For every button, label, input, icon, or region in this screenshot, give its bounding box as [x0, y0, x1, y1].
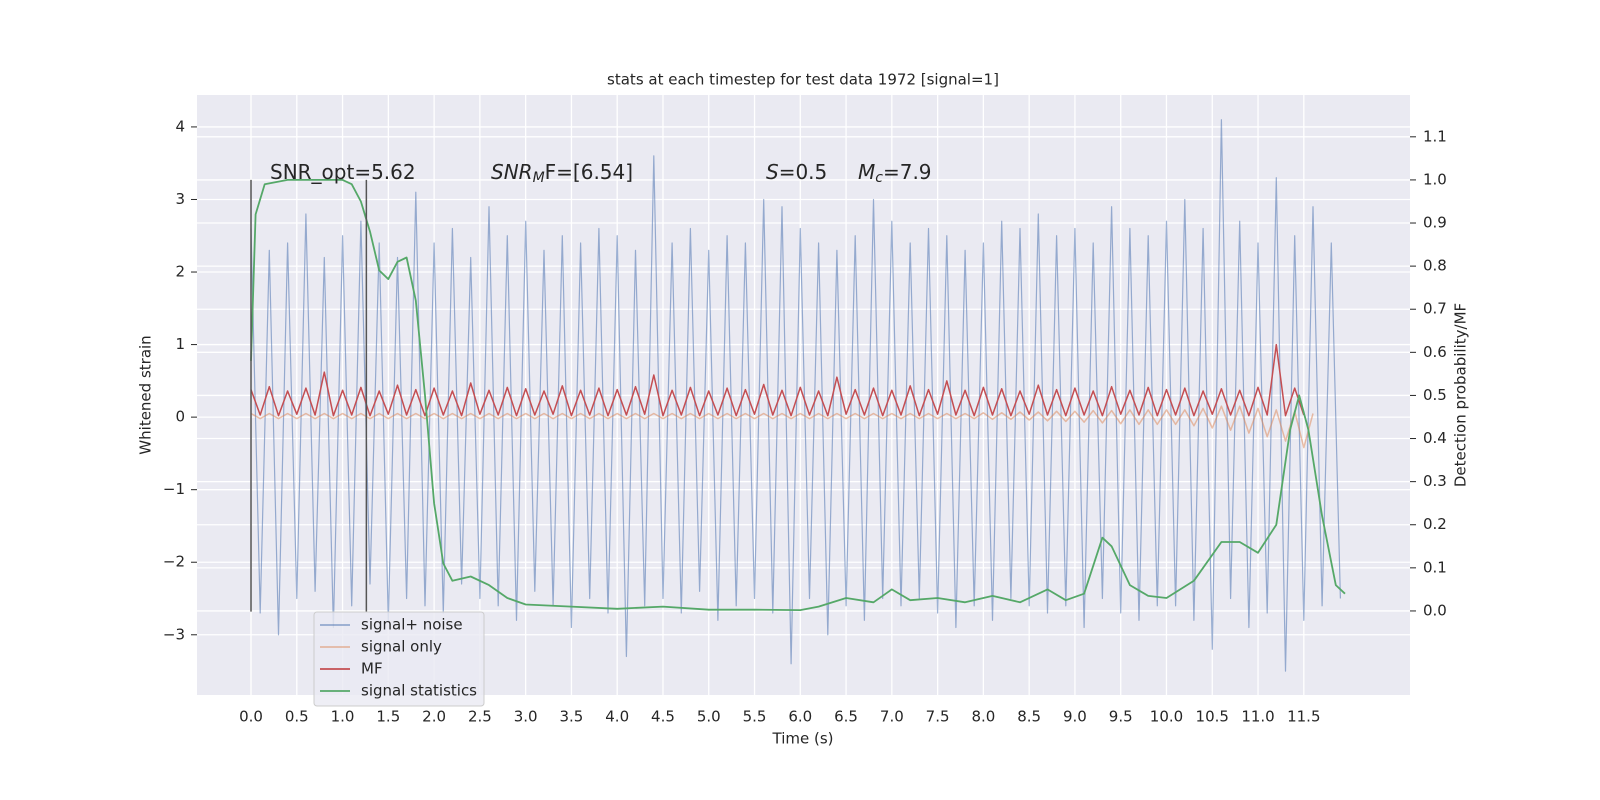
x-axis-label: Time (s) [772, 730, 834, 748]
x-tick-label: 3.5 [559, 708, 583, 726]
y2-tick-label: 0.3 [1423, 472, 1447, 490]
y-tick-label: 2 [175, 263, 185, 281]
annotation-text: =7.9 [883, 160, 932, 184]
x-tick-label: 1.5 [376, 708, 400, 726]
x-tick-label: 2.0 [422, 708, 446, 726]
legend: signal+ noise signal only MF signal statist… [313, 611, 485, 707]
annotation: SNRMF=[6.54] [491, 160, 633, 187]
y-tick-label: 4 [175, 117, 185, 135]
x-tick-label: 6.5 [834, 708, 858, 726]
annotation-symbol: SNR [491, 160, 533, 184]
x-tick-label: 9.0 [1063, 708, 1087, 726]
y2-tick-label: 0.1 [1423, 558, 1447, 576]
annotation: SNR_opt=5.62 [270, 160, 416, 184]
y2-tick-label: 0.6 [1423, 343, 1447, 361]
series-line [250, 179, 1346, 611]
y-tick-label: −3 [163, 625, 185, 643]
legend-label: signal+ noise [361, 616, 463, 634]
x-tick-label: 0.5 [285, 708, 309, 726]
y2-axis-label: Detection probability/MF [1452, 303, 1470, 487]
x-tick-label: 2.5 [468, 708, 492, 726]
series-line [250, 405, 1314, 449]
x-tick-label: 11.0 [1241, 708, 1274, 726]
annotation-text: SNR_opt=5.62 [270, 160, 416, 184]
x-tick-label: 1.0 [331, 708, 355, 726]
y2-tick-label: 0.5 [1423, 386, 1447, 404]
x-tick-label: 10.5 [1196, 708, 1229, 726]
x-tick-label: 7.5 [926, 708, 950, 726]
x-tick-label: 4.5 [651, 708, 675, 726]
x-tick-label: 8.5 [1017, 708, 1041, 726]
x-tick-label: 5.0 [697, 708, 721, 726]
y2-tick-label: 0.2 [1423, 515, 1447, 533]
chart-title: stats at each timestep for test data 197… [607, 71, 999, 89]
annotation-text: F=[6.54] [545, 160, 633, 184]
annotation: Mc=7.9 [858, 160, 932, 187]
annotation-symbol: S [766, 160, 779, 184]
y-tick-label: −2 [163, 553, 185, 571]
y-axis-label: Whitened strain [137, 335, 155, 454]
legend-box [313, 611, 485, 707]
marks [250, 119, 1346, 672]
series-line [250, 119, 1341, 672]
labels: 0.0 0.5 1.0 1.5 2.0 2.5 3.0 3.5 4.0 4.5 5.0 5.5 6.0 6… [163, 117, 1447, 725]
legend-label: MF [361, 660, 383, 678]
y2-tick-label: 0.0 [1423, 601, 1447, 619]
y-tick-label: 0 [175, 408, 185, 426]
y-tick-label: 1 [175, 335, 185, 353]
annotation-text: =0.5 [779, 160, 828, 184]
x-tick-label: 3.0 [514, 708, 538, 726]
y-tick-label: −1 [163, 480, 185, 498]
annotation-symbol: M [858, 160, 875, 184]
y2-tick-label: 0.8 [1423, 257, 1447, 275]
x-tick-label: 10.0 [1150, 708, 1183, 726]
y2-tick-label: 0.4 [1423, 429, 1447, 447]
x-tick-label: 9.5 [1109, 708, 1133, 726]
annotation-subscript: M [533, 170, 545, 186]
x-tick-label: 4.0 [605, 708, 629, 726]
x-tick-label: 11.5 [1287, 708, 1320, 726]
legend-label: signal statistics [361, 682, 477, 700]
x-tick-label: 7.0 [880, 708, 904, 726]
x-tick-label: 5.5 [743, 708, 767, 726]
legend-label: signal only [361, 638, 442, 656]
x-tick-label: 6.0 [788, 708, 812, 726]
annotation: S=0.5 [766, 160, 827, 184]
x-tick-label: 0.0 [239, 708, 263, 726]
annotation-subscript: c [875, 170, 883, 186]
y2-tick-label: 1.1 [1423, 127, 1447, 145]
y2-tick-label: 0.9 [1423, 214, 1447, 232]
y-tick-label: 3 [175, 190, 185, 208]
y2-tick-label: 1.0 [1423, 170, 1447, 188]
x-tick-label: 8.0 [971, 708, 995, 726]
y2-tick-label: 0.7 [1423, 300, 1447, 318]
